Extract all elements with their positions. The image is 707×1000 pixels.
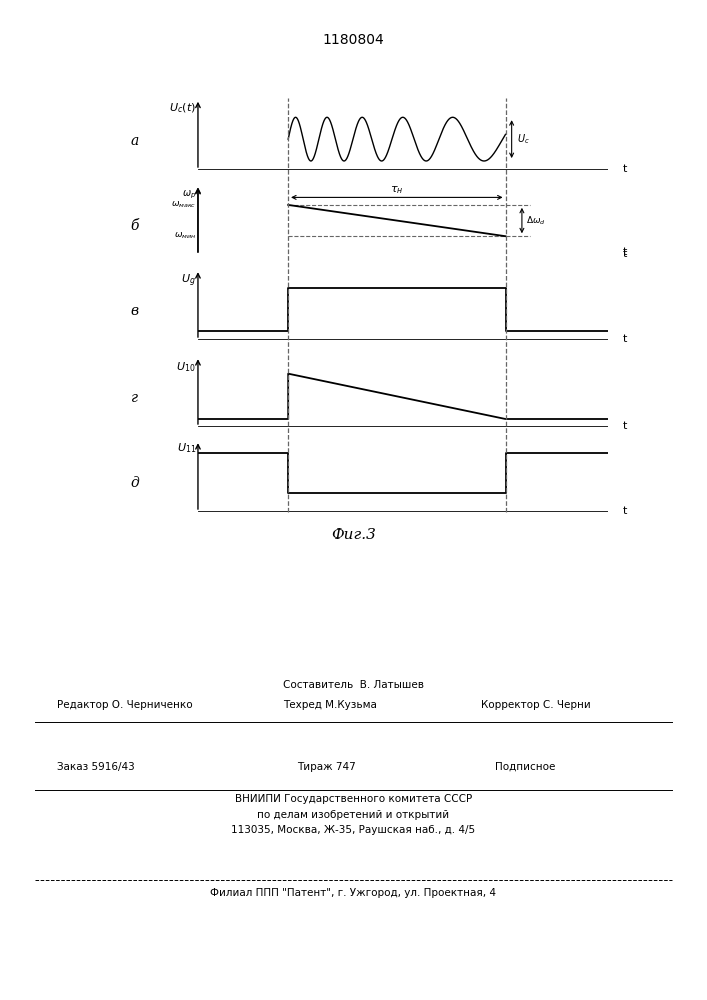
Text: 113035, Москва, Ж-35, Раушская наб., д. 4/5: 113035, Москва, Ж-35, Раушская наб., д. … [231, 825, 476, 835]
Text: д: д [130, 476, 139, 490]
Text: $\omega_{мин}$: $\omega_{мин}$ [174, 231, 196, 241]
Text: Техред М.Кузьма: Техред М.Кузьма [283, 700, 377, 710]
Text: $\omega_p$: $\omega_p$ [182, 188, 196, 201]
Text: Тираж 747: Тираж 747 [297, 762, 356, 772]
Text: t: t [622, 421, 626, 431]
Text: а: а [130, 134, 139, 148]
Text: t: t [622, 334, 626, 344]
Text: t: t [622, 247, 626, 257]
Text: в: в [130, 304, 139, 318]
Text: $U_{11}$: $U_{11}$ [177, 441, 196, 455]
Text: t: t [622, 164, 626, 174]
Text: ВНИИПИ Государственного комитета СССР: ВНИИПИ Государственного комитета СССР [235, 794, 472, 804]
Text: б: б [130, 219, 139, 233]
Text: по делам изобретений и открытий: по делам изобретений и открытий [257, 810, 450, 820]
Text: г: г [131, 391, 138, 405]
Text: Корректор С. Черни: Корректор С. Черни [481, 700, 590, 710]
Text: $U_c(t)$: $U_c(t)$ [169, 101, 196, 115]
Text: $\omega_{макс}$: $\omega_{макс}$ [170, 200, 196, 210]
Text: Филиал ППП "Патент", г. Ужгород, ул. Проектная, 4: Филиал ППП "Патент", г. Ужгород, ул. Про… [211, 888, 496, 898]
Text: t: t [622, 506, 626, 516]
Text: $U_c$: $U_c$ [517, 132, 530, 146]
Text: t: t [622, 249, 626, 259]
Text: Редактор О. Черниченко: Редактор О. Черниченко [57, 700, 192, 710]
Text: $U_g$: $U_g$ [181, 273, 196, 289]
Text: $U_{10}$: $U_{10}$ [177, 360, 196, 374]
Text: 1180804: 1180804 [322, 33, 385, 47]
Text: Подписное: Подписное [495, 762, 555, 772]
Text: $\tau_н$: $\tau_н$ [390, 184, 404, 196]
Text: Заказ 5916/43: Заказ 5916/43 [57, 762, 134, 772]
Text: Фиг.3: Фиг.3 [331, 528, 376, 542]
Text: $\Delta\omega_d$: $\Delta\omega_d$ [526, 214, 546, 227]
Text: Составитель  В. Латышев: Составитель В. Латышев [283, 680, 424, 690]
